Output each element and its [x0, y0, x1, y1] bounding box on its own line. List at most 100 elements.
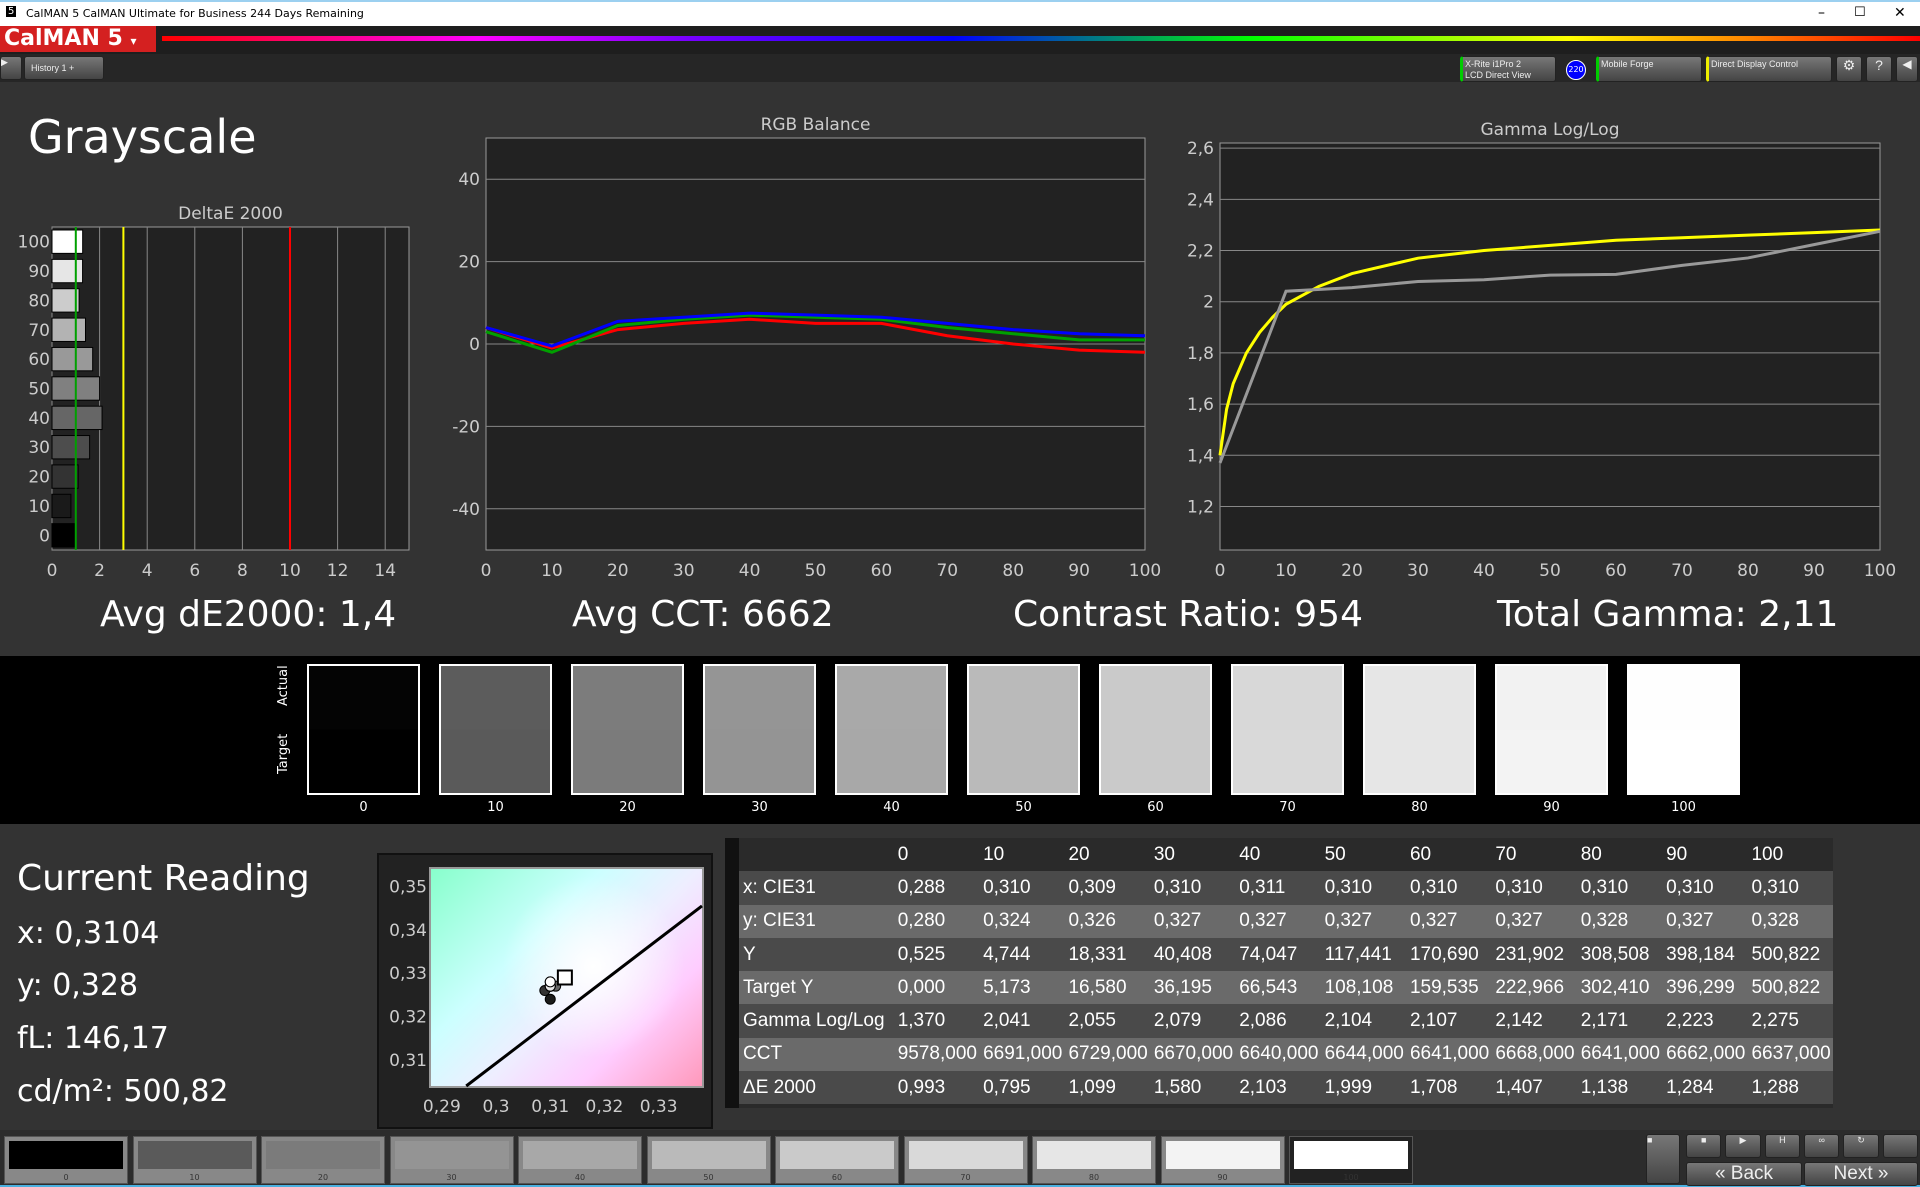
table-cell: 0,327: [1409, 910, 1458, 932]
add-tab-icon[interactable]: +: [69, 63, 75, 73]
chart-title: RGB Balance: [761, 115, 871, 135]
patch-button[interactable]: 10: [132, 1136, 257, 1184]
table-cell: 0,311: [1239, 876, 1286, 898]
collapse-icon[interactable]: ◀: [1896, 56, 1918, 82]
table-cell: 0,310: [1580, 876, 1629, 898]
table-cell: 0,326: [1068, 910, 1116, 932]
close-button[interactable]: ✕: [1894, 5, 1906, 21]
y-tick-label: 0,33: [389, 964, 427, 984]
grayscale-swatch[interactable]: [1495, 664, 1608, 795]
patch-color: [394, 1141, 509, 1169]
x-tick-label: 10: [541, 561, 563, 581]
y-tick-label: 1,2: [1187, 497, 1214, 517]
meter-badge[interactable]: 220: [1566, 60, 1586, 80]
gamma-summary: Total Gamma: 2,11: [1497, 594, 1839, 635]
table-cell: 2,041: [983, 1010, 1031, 1032]
row-label: Gamma Log/Log: [743, 1010, 885, 1032]
table-cell: 0,310: [1751, 876, 1799, 898]
grayscale-swatch[interactable]: [703, 664, 816, 795]
x-tick-label: 0,33: [640, 1097, 678, 1117]
y-tick-label: 20: [28, 468, 50, 488]
patch-button[interactable]: 20: [261, 1136, 385, 1184]
de-bar: [51, 435, 91, 460]
table-cell: 0,000: [897, 976, 946, 998]
grayscale-swatch[interactable]: [571, 664, 684, 795]
y-tick-label: 70: [28, 321, 50, 341]
table-cell: 302,410: [1580, 976, 1650, 998]
y-tick-label: 0,31: [389, 1051, 427, 1071]
patch-button[interactable]: 90: [1160, 1136, 1285, 1184]
swatch-label: 60: [1147, 800, 1164, 815]
patch-button[interactable]: 40: [518, 1136, 642, 1184]
grayscale-swatch[interactable]: [1231, 664, 1344, 795]
patch-button[interactable]: 80: [1032, 1136, 1156, 1184]
patch-button[interactable]: 0: [4, 1136, 128, 1184]
patch-button[interactable]: 60: [775, 1136, 899, 1184]
source-selector[interactable]: Mobile Forge: [1596, 56, 1702, 82]
save-icon[interactable]: H: [1764, 1134, 1800, 1158]
display-selector[interactable]: Direct Display Control: [1706, 56, 1832, 82]
play-button[interactable]: ▶: [1725, 1134, 1761, 1158]
patch-button[interactable]: 30: [389, 1136, 514, 1184]
more-icon[interactable]: [1882, 1134, 1918, 1158]
x-tick-label: 80: [1002, 561, 1024, 581]
cie-chart: 0,29 0,3 0,31 0,32 0,33 0,35 0,34 0,33 0,32 0,31: [377, 853, 713, 1129]
grayscale-swatch[interactable]: [307, 664, 420, 795]
table-cell: 0,310: [1153, 876, 1202, 898]
row-label: x: CIE31: [743, 876, 816, 898]
grayscale-swatch[interactable]: [439, 664, 552, 795]
refresh-icon[interactable]: ↻: [1843, 1134, 1879, 1158]
help-icon[interactable]: ?: [1866, 56, 1892, 82]
x-tick-label: 20: [1341, 561, 1363, 581]
play-icon[interactable]: ▶: [0, 56, 22, 80]
table-cell: 308,508: [1580, 943, 1650, 965]
meter-selector[interactable]: X-Rite i1Pro 2 LCD Direct View: [1460, 56, 1556, 82]
table-cell: 0,280: [897, 910, 946, 932]
contrast-summary: Contrast Ratio: 954: [1013, 594, 1363, 635]
reading-cdm2: cd/m²: 500,82: [17, 1074, 229, 1109]
y-tick-label: -20: [452, 417, 480, 437]
row-label: Target Y: [743, 976, 814, 998]
y-tick-label: 1,4: [1187, 446, 1214, 466]
table-header: 0 10 20 30 40 50 60 70 80 90 100: [739, 838, 1833, 872]
x-tick-label: 14: [374, 561, 396, 581]
minimize-button[interactable]: –: [1818, 5, 1825, 21]
grayscale-swatch[interactable]: [835, 664, 948, 795]
calman-menu-button[interactable]: CalMAN 5 ▾: [0, 26, 156, 52]
patch-button[interactable]: 70: [903, 1136, 1028, 1184]
table-cell: 0,327: [1495, 910, 1543, 932]
table-cell: 1,288: [1751, 1076, 1799, 1098]
column-header: 80: [1580, 843, 1602, 865]
chart-title: Gamma Log/Log: [1481, 120, 1620, 140]
x-tick-label: 30: [1407, 561, 1429, 581]
tab-history-1[interactable]: History 1 +: [24, 56, 104, 80]
grayscale-swatch[interactable]: [1363, 664, 1476, 795]
x-tick-label: 70: [1671, 561, 1693, 581]
table-cell: 0,327: [1666, 910, 1714, 932]
table-cell: 1,284: [1666, 1076, 1714, 1098]
patch-button[interactable]: 50: [646, 1136, 771, 1184]
y-tick-label: 80: [28, 291, 50, 311]
stop-button[interactable]: ■: [1686, 1134, 1722, 1158]
x-tick-label: 60: [1605, 561, 1627, 581]
y-tick-label: 0: [469, 335, 480, 355]
patch-label: 50: [703, 1173, 714, 1182]
y-tick-label: 2,2: [1187, 242, 1214, 262]
table-cell: 0,327: [1153, 910, 1202, 932]
grayscale-swatch[interactable]: [1099, 664, 1212, 795]
patch-label: 10: [189, 1173, 200, 1182]
back-button[interactable]: « Back: [1686, 1162, 1802, 1186]
loop-icon[interactable]: ∞: [1803, 1134, 1840, 1158]
patch-color: [1037, 1141, 1151, 1169]
next-button[interactable]: Next »: [1804, 1162, 1918, 1186]
series-line: [1218, 229, 1881, 464]
maximize-button[interactable]: ☐: [1854, 5, 1866, 20]
settings-gear-icon[interactable]: ⚙: [1836, 56, 1862, 82]
grayscale-swatch[interactable]: [1627, 664, 1740, 795]
stop-icon[interactable]: ■: [1646, 1134, 1680, 1184]
y-tick-label: 2,4: [1187, 190, 1214, 210]
swatch-label: 80: [1411, 800, 1428, 815]
patch-button[interactable]: 100: [1289, 1136, 1413, 1184]
target-point: [556, 969, 573, 986]
grayscale-swatch[interactable]: [967, 664, 1080, 795]
